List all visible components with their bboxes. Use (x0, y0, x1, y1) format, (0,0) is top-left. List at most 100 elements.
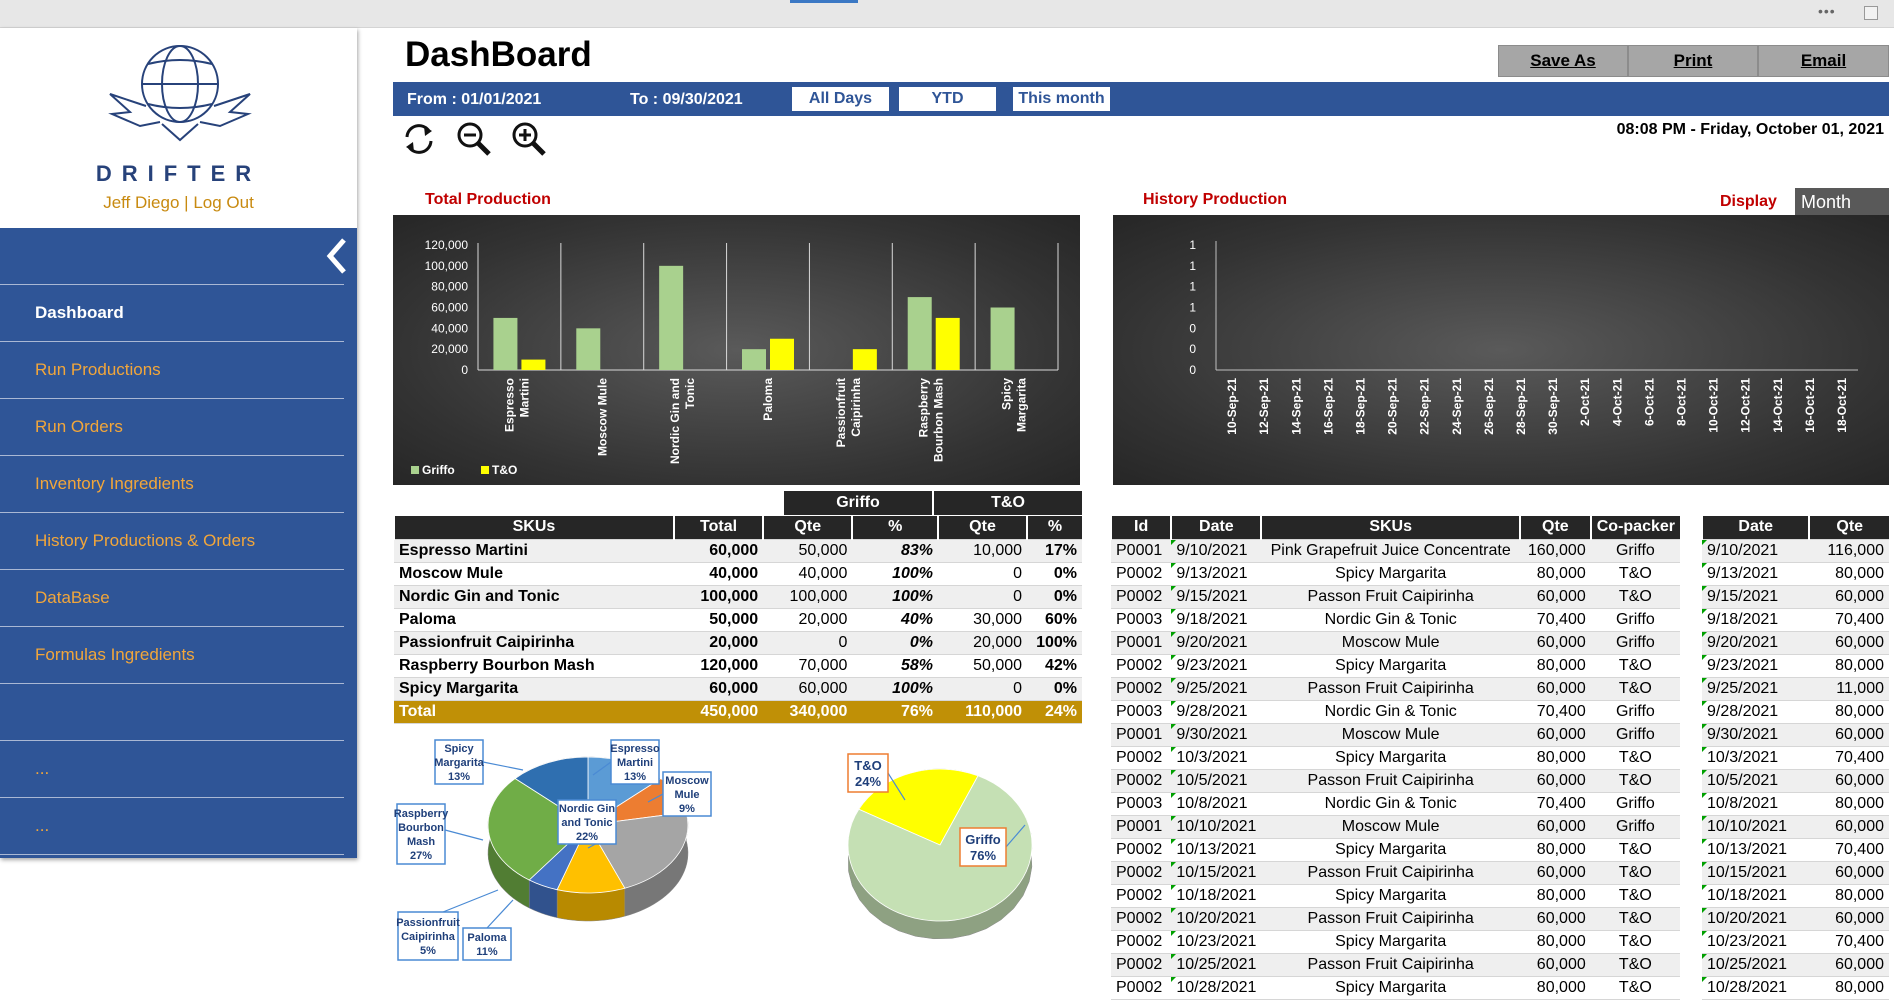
order-cell: 160,000 (1519, 539, 1591, 563)
date-row[interactable]: 9/15/2021 60,000 (1702, 585, 1889, 609)
order-row[interactable]: P0002 10/15/2021 Passon Fruit Caipirinha 60… (1111, 861, 1680, 885)
username-link[interactable]: Jeff Diego (103, 193, 180, 212)
date-row[interactable]: 10/25/2021 60,000 (1702, 953, 1889, 977)
date-row[interactable]: 9/20/2021 60,000 (1702, 631, 1889, 655)
menu-item-database[interactable]: DataBase (0, 570, 344, 627)
order-row[interactable]: P0002 10/28/2021 Spicy Margarita 80,000 T&O (1111, 976, 1680, 1000)
date-row[interactable]: 9/25/2021 11,000 (1702, 677, 1889, 701)
date-cell: 80,000 (1809, 562, 1889, 586)
bar-griffo-6[interactable] (990, 307, 1015, 371)
this-month-button[interactable]: This month (1013, 87, 1110, 111)
date-row[interactable]: 10/15/2021 60,000 (1702, 861, 1889, 885)
date-row[interactable]: 9/18/2021 70,400 (1702, 608, 1889, 632)
bar-griffo-5[interactable] (907, 297, 932, 370)
sku-row[interactable]: Nordic Gin and Tonic 100,000 100,000 100% 0 0… (394, 585, 1082, 609)
order-row[interactable]: P0002 10/5/2021 Passon Fruit Caipirinha 60,… (1111, 769, 1680, 793)
bar-to-4[interactable] (852, 349, 877, 370)
order-row[interactable]: P0002 10/23/2021 Spicy Margarita 80,000 T&O (1111, 930, 1680, 954)
order-row[interactable]: P0002 10/25/2021 Passon Fruit Caipirinha 60… (1111, 953, 1680, 977)
pie-slice-paloma[interactable] (556, 824, 626, 894)
menu-item-[interactable]: ... (0, 798, 344, 855)
pie-slice-raspberry-bourbon-mash[interactable] (487, 778, 589, 881)
sku-cell: 0% (1027, 585, 1082, 609)
bar-griffo-2[interactable] (659, 265, 684, 370)
zoom-in-icon[interactable] (510, 120, 548, 158)
sku-row[interactable]: Espresso Martini 60,000 50,000 83% 10,000 17% (394, 539, 1082, 563)
email-button[interactable]: Email (1758, 45, 1889, 77)
order-row[interactable]: P0002 10/3/2021 Spicy Margarita 80,000 T&O (1111, 746, 1680, 770)
more-options-icon[interactable]: ••• (1818, 3, 1836, 19)
date-row[interactable]: 10/28/2021 80,000 (1702, 976, 1889, 1000)
bar-to-5[interactable] (935, 317, 960, 370)
date-row[interactable]: 9/28/2021 80,000 (1702, 700, 1889, 724)
collapse-chevron-icon[interactable] (324, 236, 350, 276)
date-row[interactable]: 9/23/2021 80,000 (1702, 654, 1889, 678)
pie-callout-pct: 22% (576, 831, 598, 843)
bar-griffo-1[interactable] (576, 328, 601, 370)
zoom-out-icon[interactable] (455, 120, 493, 158)
order-cell: Passon Fruit Caipirinha (1261, 907, 1520, 931)
date-row[interactable]: 10/5/2021 60,000 (1702, 769, 1889, 793)
from-date[interactable]: From : 01/01/2021 (407, 91, 542, 108)
bar-to-3[interactable] (770, 338, 794, 370)
order-row[interactable]: P0003 9/28/2021 Nordic Gin & Tonic 70,400 Gr… (1111, 700, 1680, 724)
date-cell: 116,000 (1809, 539, 1889, 563)
order-row[interactable]: P0001 9/10/2021 Pink Grapefruit Juice Conc… (1111, 539, 1680, 563)
order-row[interactable]: P0002 10/13/2021 Spicy Margarita 80,000 T&O (1111, 838, 1680, 862)
bar-to-0[interactable] (521, 359, 546, 370)
sku-row[interactable]: Spicy Margarita 60,000 60,000 100% 0 0% (394, 677, 1082, 701)
print-button[interactable]: Print (1628, 45, 1758, 77)
sku-row[interactable]: Raspberry Bourbon Mash 120,000 70,000 58% 50… (394, 654, 1082, 678)
menu-item-run-orders[interactable]: Run Orders (0, 399, 344, 456)
logout-link[interactable]: Log Out (193, 193, 254, 212)
order-cell: Spicy Margarita (1261, 976, 1520, 1000)
pie-slice-griffo[interactable] (847, 775, 1033, 922)
menu-item-[interactable]: ... (0, 741, 344, 798)
order-row[interactable]: P0003 9/18/2021 Nordic Gin & Tonic 70,400 Gr… (1111, 608, 1680, 632)
date-row[interactable]: 10/8/2021 80,000 (1702, 792, 1889, 816)
order-row[interactable]: P0002 9/25/2021 Passon Fruit Caipirinha 60,… (1111, 677, 1680, 701)
sku-cell: Moscow Mule (394, 562, 674, 586)
menu-item-blank-8[interactable] (0, 684, 344, 741)
sku-cell: 20,000 (673, 631, 764, 655)
order-row[interactable]: P0001 9/30/2021 Moscow Mule 60,000 Griffo (1111, 723, 1680, 747)
all-days-button[interactable]: All Days (792, 87, 889, 111)
date-row[interactable]: 10/20/2021 60,000 (1702, 907, 1889, 931)
date-row[interactable]: 9/13/2021 80,000 (1702, 562, 1889, 586)
order-row[interactable]: P0002 10/20/2021 Passon Fruit Caipirinha 60… (1111, 907, 1680, 931)
order-row[interactable]: P0002 10/18/2021 Spicy Margarita 80,000 T&O (1111, 884, 1680, 908)
order-row[interactable]: P0002 9/13/2021 Spicy Margarita 80,000 T&O (1111, 562, 1680, 586)
order-row[interactable]: P0001 9/20/2021 Moscow Mule 60,000 Griffo (1111, 631, 1680, 655)
date-row[interactable]: 10/3/2021 70,400 (1702, 746, 1889, 770)
date-row[interactable]: 10/13/2021 70,400 (1702, 838, 1889, 862)
refresh-icon[interactable] (400, 120, 438, 158)
menu-item-blank-0[interactable] (0, 228, 344, 285)
menu-item-history-productions-orders[interactable]: History Productions & Orders (0, 513, 344, 570)
bar-griffo-3[interactable] (742, 349, 766, 370)
sku-row[interactable]: Moscow Mule 40,000 40,000 100% 0 0% (394, 562, 1082, 586)
pie-callout-label: T&O (854, 758, 881, 773)
order-row[interactable]: P0001 10/10/2021 Moscow Mule 60,000 Griffo (1111, 815, 1680, 839)
menu-item-run-productions[interactable]: Run Productions (0, 342, 344, 399)
date-row[interactable]: 10/18/2021 80,000 (1702, 884, 1889, 908)
date-row[interactable]: 9/30/2021 60,000 (1702, 723, 1889, 747)
ytd-button[interactable]: YTD (899, 87, 996, 111)
order-row[interactable]: P0003 10/8/2021 Nordic Gin & Tonic 70,400 Gr… (1111, 792, 1680, 816)
to-date[interactable]: To : 09/30/2021 (630, 91, 743, 108)
date-row[interactable]: 9/10/2021 116,000 (1702, 539, 1889, 563)
date-row[interactable]: 10/23/2021 70,400 (1702, 930, 1889, 954)
menu-item-inventory-ingredients[interactable]: Inventory Ingredients (0, 456, 344, 513)
restore-icon[interactable] (1864, 6, 1878, 20)
order-row[interactable]: P0002 9/15/2021 Passon Fruit Caipirinha 60,… (1111, 585, 1680, 609)
sku-row[interactable]: Paloma 50,000 20,000 40% 30,000 60% (394, 608, 1082, 632)
display-period-select[interactable]: Month (1795, 188, 1889, 216)
order-row[interactable]: P0002 9/23/2021 Spicy Margarita 80,000 T&O (1111, 654, 1680, 678)
menu-item-dashboard[interactable]: Dashboard (0, 285, 344, 342)
menu-item-formulas-ingredients[interactable]: Formulas Ingredients (0, 627, 344, 684)
date-row[interactable]: 10/10/2021 60,000 (1702, 815, 1889, 839)
sku-row[interactable]: Passionfruit Caipirinha 20,000 0 0% 20,000 10… (394, 631, 1082, 655)
sku-cell: 58% (852, 654, 938, 678)
bar-griffo-0[interactable] (493, 317, 518, 370)
date-cell: 10/5/2021 (1702, 769, 1810, 793)
save-as-button[interactable]: Save As (1498, 45, 1628, 77)
